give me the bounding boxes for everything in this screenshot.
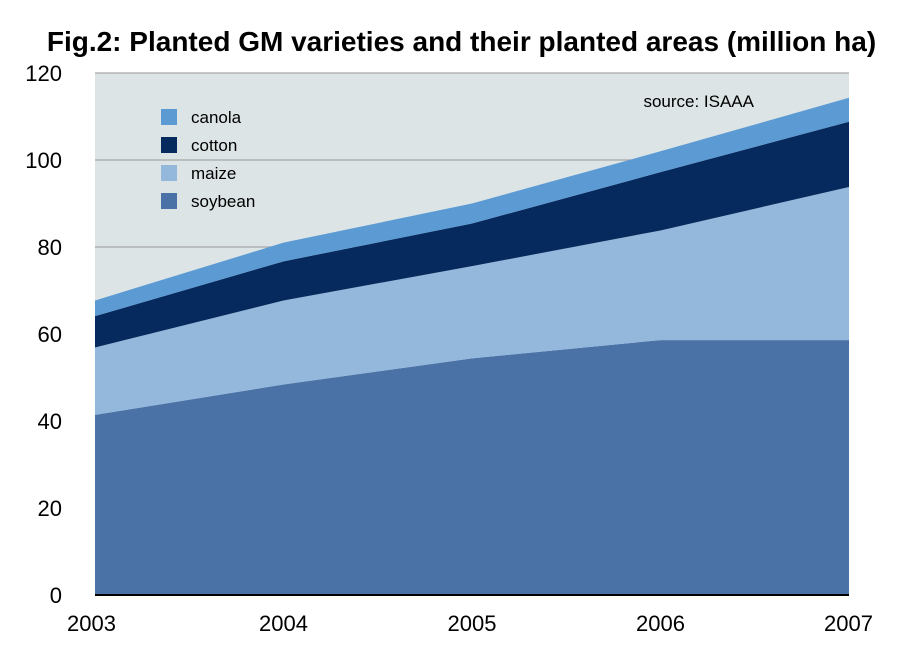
legend-swatch-soybean	[161, 193, 177, 209]
y-tick-label: 60	[38, 322, 62, 347]
area-canola	[95, 97, 849, 317]
legend: canola cotton maize soybean	[161, 108, 255, 211]
legend-label-canola: canola	[191, 108, 242, 127]
legend-swatch-cotton	[161, 137, 177, 153]
area-maize	[95, 186, 849, 415]
source-annotation: source: ISAAA	[643, 92, 754, 111]
y-tick-label: 0	[50, 583, 62, 608]
y-tick-label: 100	[25, 148, 62, 173]
legend-label-cotton: cotton	[191, 136, 237, 155]
chart-title: Fig.2: Planted GM varieties and their pl…	[46, 26, 877, 57]
area-series	[95, 97, 849, 595]
legend-label-maize: maize	[191, 164, 236, 183]
legend-label-soybean: soybean	[191, 192, 255, 211]
x-tick-label: 2003	[67, 611, 116, 636]
legend-swatch-maize	[161, 165, 177, 181]
x-tick-label: 2004	[259, 611, 308, 636]
x-tick-label: 2005	[448, 611, 497, 636]
y-tick-label: 120	[25, 61, 62, 86]
y-tick-label: 80	[38, 235, 62, 260]
x-tick-label: 2006	[636, 611, 685, 636]
x-tick-label: 2007	[824, 611, 873, 636]
x-axis-tick-labels: 2003 2004 2005 2006 2007	[67, 611, 873, 636]
area-cotton	[95, 121, 849, 348]
y-axis-tick-labels: 0 20 40 60 80 100 120	[25, 61, 62, 608]
y-tick-label: 40	[38, 409, 62, 434]
y-tick-label: 20	[38, 496, 62, 521]
area-soybean	[95, 340, 849, 595]
legend-swatch-canola	[161, 109, 177, 125]
